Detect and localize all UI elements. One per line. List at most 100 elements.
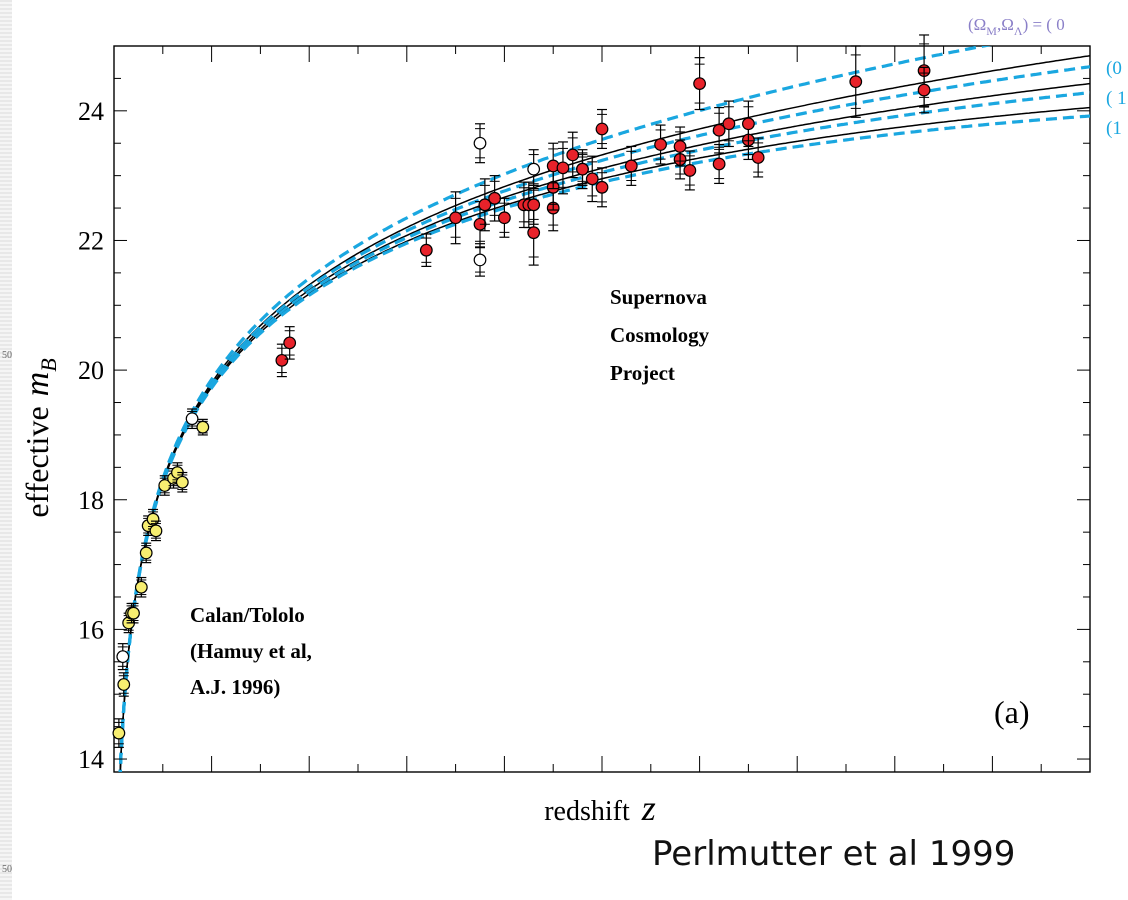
marker-red [683, 164, 697, 177]
data-point-excluded [527, 149, 541, 190]
legend-entry-2: ( 1 [1106, 88, 1127, 109]
marker-red [917, 83, 931, 97]
marker-red [275, 353, 289, 367]
annotation-calan-line-1: Calan/Tololo [190, 603, 305, 627]
edge-tick-labels: 50 50 [2, 350, 12, 875]
marker-red [673, 140, 687, 153]
data-point-scp [917, 66, 931, 114]
marker-yellow [117, 678, 131, 691]
data-point-scp [527, 184, 541, 225]
data-point-scp [673, 126, 687, 167]
legend-header-open: (Ω [968, 15, 986, 34]
panel-label: (a) [994, 694, 1030, 730]
data-point-excluded [185, 408, 199, 430]
data-point-scp [693, 57, 706, 111]
marker-red [556, 161, 570, 175]
data-point-scp [566, 131, 580, 179]
left-edge-strip [0, 0, 12, 900]
marker-red [527, 226, 541, 240]
data-point-calan_tololo [117, 672, 131, 697]
marker-red [849, 75, 863, 89]
legend: (ΩM,ΩΛ) = ( 0 (0 ( 1 (1 [968, 15, 1127, 139]
data-point-scp [556, 141, 570, 195]
marker-open [473, 136, 487, 150]
marker-open [116, 650, 130, 664]
legend-entry-1: (0 [1106, 58, 1122, 79]
marker-red [654, 138, 667, 151]
data-point-excluded [473, 123, 487, 164]
marker-yellow [139, 546, 153, 560]
marker-yellow [134, 580, 148, 594]
data-point-scp [683, 150, 697, 191]
marker-red [595, 122, 609, 136]
marker-yellow [149, 524, 163, 538]
data-point-scp [742, 100, 755, 148]
y-tick-label: 18 [78, 486, 104, 515]
annotation-scp-line-3: Project [610, 361, 675, 385]
data-point-calan_tololo [139, 542, 153, 564]
annotation-calan-line-3: A.J. 1996) [190, 675, 280, 699]
model-curve-dashed [118, 65, 1090, 772]
legend-header: (ΩM,ΩΛ) = ( 0 [968, 15, 1065, 38]
marker-red [722, 117, 736, 131]
y-tick-label: 14 [78, 745, 104, 774]
data-point-calan_tololo [196, 418, 210, 436]
data-point-scp [283, 326, 297, 360]
marker-red [419, 243, 433, 257]
annotation-scp: Supernova Cosmology Project [610, 285, 714, 385]
data-point-scp [712, 143, 726, 185]
edge-tick-upper: 50 [2, 350, 12, 361]
marker-red [712, 157, 726, 171]
marker-yellow [196, 420, 210, 434]
data-point-scp [722, 100, 736, 148]
marker-red [478, 198, 492, 212]
marker-red [751, 151, 765, 164]
x-axis-label: redshift z [544, 788, 656, 828]
marker-open [473, 253, 487, 267]
marker-red [449, 211, 463, 225]
model-curve-dashed [118, 114, 1090, 772]
marker-red [488, 191, 502, 205]
data-point-scp [449, 191, 463, 245]
annotation-scp-line-1: Supernova [610, 285, 707, 309]
marker-red [595, 180, 609, 194]
marker-red [498, 211, 511, 225]
data-point-scp [595, 167, 609, 208]
annotation-calan: Calan/Tololo (Hamuy et al, A.J. 1996) [190, 603, 317, 699]
marker-yellow [175, 475, 189, 489]
data-point-excluded [116, 643, 130, 671]
marker-red [712, 123, 726, 137]
marker-red [527, 198, 541, 212]
data-point-scp [576, 149, 589, 190]
y-axis-label-sub: B [36, 358, 61, 371]
marker-red [624, 159, 638, 173]
data-point-scp [654, 124, 667, 165]
data-point-scp [624, 145, 638, 186]
marker-open [185, 412, 199, 426]
marker-red [566, 148, 580, 162]
data-point-calan_tololo [112, 718, 126, 748]
marker-red [585, 172, 599, 186]
model-curve-dashed [118, 91, 1090, 772]
data-point-scp [488, 175, 502, 222]
legend-header-sub2: Λ [1014, 24, 1023, 38]
x-axis-label-prefix: redshift [544, 796, 630, 827]
y-tick-label: 20 [78, 356, 104, 385]
annotation-scp-line-2: Cosmology [610, 323, 710, 347]
edge-tick-lower: 50 [2, 864, 12, 875]
y-tick-label: 22 [78, 226, 104, 255]
data-point-calan_tololo [127, 602, 140, 624]
data-point-excluded [473, 243, 487, 277]
marker-red [576, 162, 589, 176]
marker-red [693, 77, 706, 90]
model-curve-solid [119, 106, 1090, 772]
data-point-scp [498, 197, 511, 238]
data-point-calan_tololo [175, 471, 189, 493]
data-point-scp [849, 45, 863, 118]
axis-ticks: 14 16 18 20 22 24 [78, 45, 1091, 774]
figure-credit: Perlmutter et al 1999 [652, 834, 1016, 874]
legend-header-tail: ) = ( 0 [1023, 15, 1065, 34]
y-axis-label-symbol: m [19, 372, 56, 397]
